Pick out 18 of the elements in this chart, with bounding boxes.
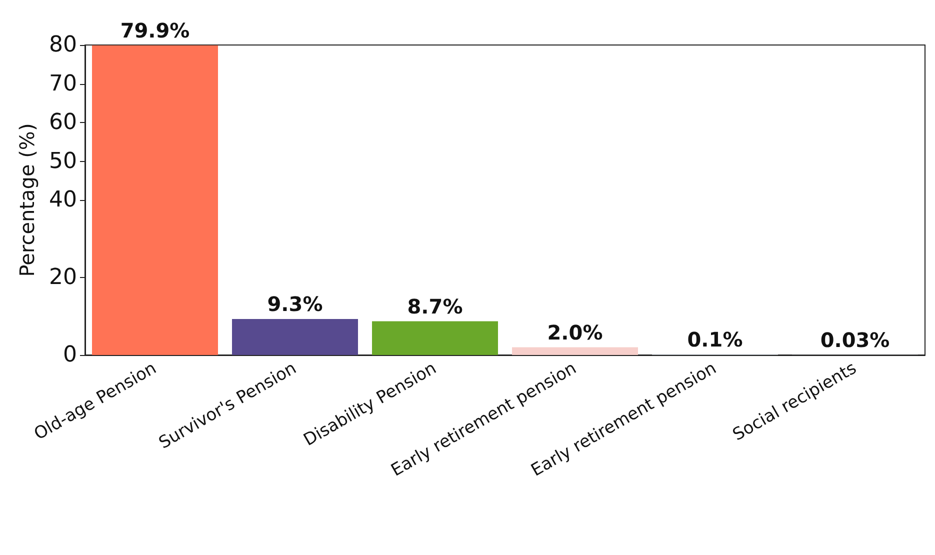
- data-label: 9.3%: [267, 292, 323, 316]
- bar: [512, 347, 638, 355]
- y-axis-title: Percentage (%): [15, 123, 39, 277]
- y-tick-label: 0: [63, 342, 77, 368]
- data-label: 2.0%: [547, 320, 603, 344]
- data-label: 8.7%: [407, 294, 463, 318]
- y-tick-label: 70: [49, 71, 77, 96]
- bar: [372, 321, 498, 355]
- y-tick-label: 40: [49, 188, 77, 212]
- y-tick-label: 60: [49, 110, 77, 135]
- y-tick-label: 50: [49, 148, 77, 174]
- data-label: 0.1%: [687, 328, 743, 352]
- y-tick-label: 20: [49, 265, 77, 290]
- bar: [92, 45, 218, 355]
- bar: [232, 318, 358, 355]
- data-label: 0.03%: [820, 328, 890, 352]
- y-tick-label: 80: [49, 32, 77, 58]
- data-label: 79.9%: [120, 18, 190, 42]
